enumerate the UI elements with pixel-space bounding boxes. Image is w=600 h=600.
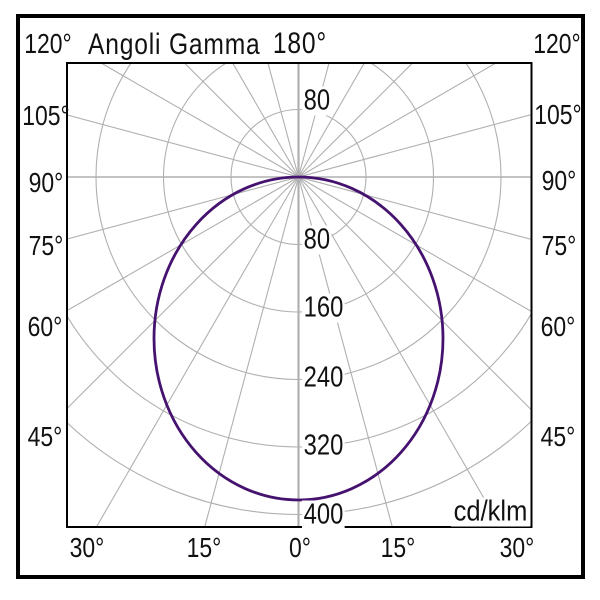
radial-tick-80: 80 <box>302 223 332 256</box>
gamma-label-zenith-180: 180° <box>272 27 328 60</box>
gamma-label-bottom-0: 0° <box>289 532 311 563</box>
gamma-label-right-45: 45° <box>540 421 576 452</box>
gamma-label-right-105: 105° <box>534 99 582 130</box>
gamma-label-top-right-120: 120° <box>533 28 581 59</box>
gamma-label-left-105: 105° <box>22 100 70 131</box>
gamma-label-right-90: 90° <box>541 165 577 196</box>
gamma-label-bottom-15-right: 15° <box>380 532 416 563</box>
radial-tick-160: 160 <box>302 291 345 324</box>
radial-tick-80-above: 80 <box>302 84 332 117</box>
gamma-label-right-75: 75° <box>541 230 577 261</box>
radial-tick-320: 320 <box>302 429 345 462</box>
gamma-label-left-75: 75° <box>28 230 64 261</box>
radial-tick-400: 400 <box>302 498 345 531</box>
intensity-curve <box>152 175 445 502</box>
radial-tick-240: 240 <box>302 361 345 394</box>
gamma-label-bottom-15-left: 15° <box>186 532 222 563</box>
gamma-label-right-60: 60° <box>540 311 576 342</box>
gamma-label-left-45: 45° <box>27 421 63 452</box>
units-label: cd/klm <box>450 497 530 527</box>
gamma-label-bottom-30-right: 30° <box>499 532 535 563</box>
chart-title: Angoli Gamma <box>88 28 261 61</box>
gamma-label-left-60: 60° <box>27 311 63 342</box>
plot-border <box>66 62 533 528</box>
outer-frame <box>16 14 585 579</box>
gamma-label-left-90: 90° <box>28 167 64 198</box>
gamma-label-top-left-120: 120° <box>24 28 72 59</box>
curve-layer <box>152 175 445 502</box>
gamma-label-bottom-30-left: 30° <box>69 532 105 563</box>
